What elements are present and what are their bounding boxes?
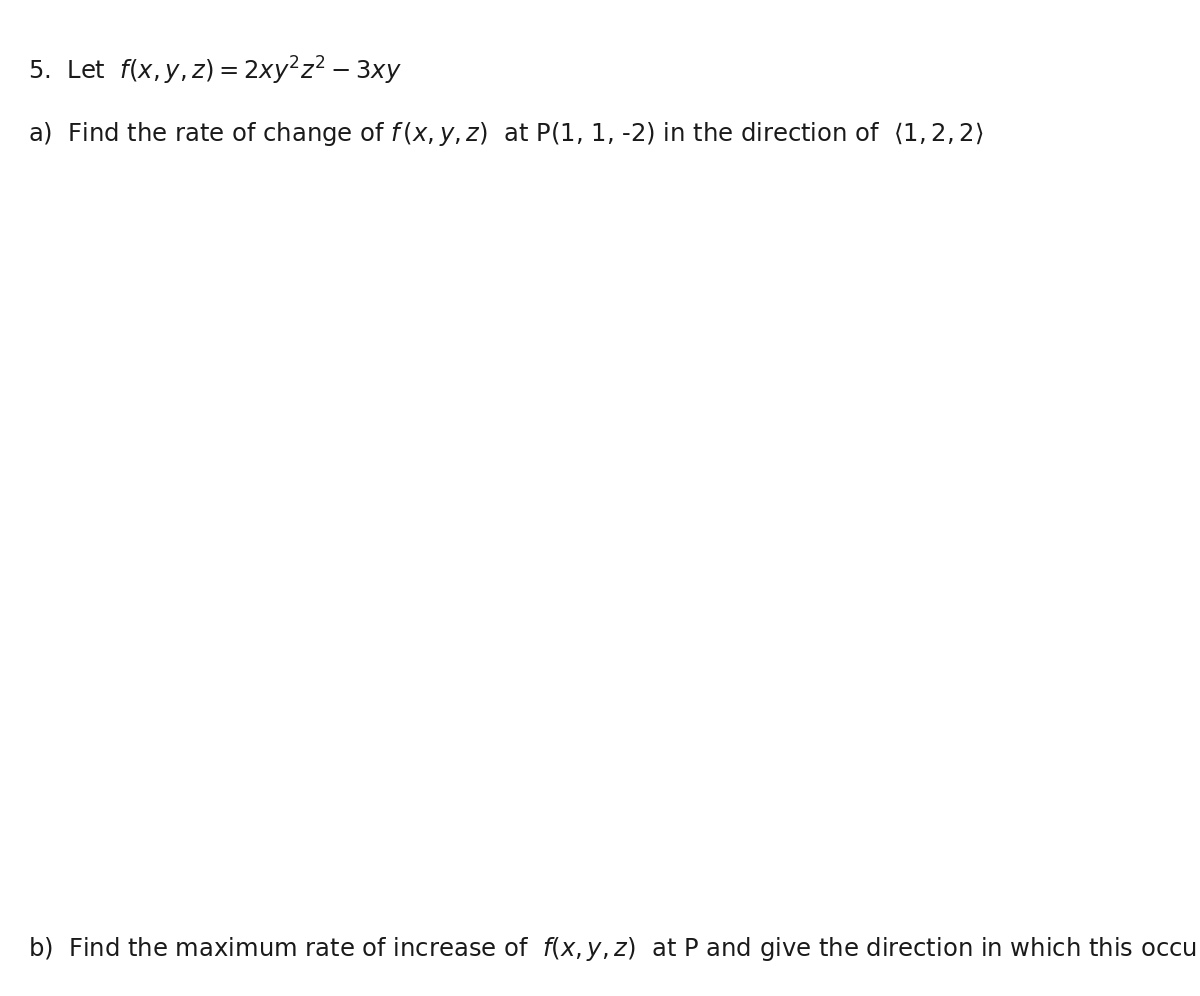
Text: 5.  Let  $f(x,y,z) = 2xy^2z^2 - 3xy$: 5. Let $f(x,y,z) = 2xy^2z^2 - 3xy$ [28, 55, 402, 88]
Text: a)  Find the rate of change of $f\,(x, y, z)$  at P(1, 1, -2) in the direction o: a) Find the rate of change of $f\,(x, y,… [28, 120, 983, 148]
Text: b)  Find the maximum rate of increase of  $f(x, y, z)$  at P and give the direct: b) Find the maximum rate of increase of … [28, 935, 1200, 963]
